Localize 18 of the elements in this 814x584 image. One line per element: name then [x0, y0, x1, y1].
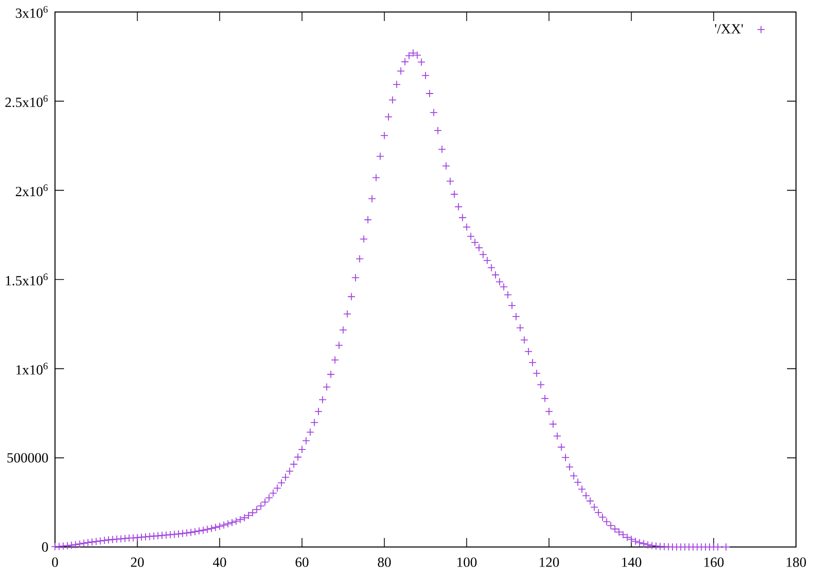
x-tick-label: 80: [378, 558, 391, 567]
x-tick-label: 160: [704, 558, 724, 567]
y-tick-label: 500000: [7, 453, 48, 463]
y-tick-label: 0: [42, 542, 48, 552]
x-tick-label: 60: [296, 558, 308, 567]
x-tick-label: 20: [130, 558, 144, 567]
x-tick-label: 120: [540, 558, 559, 567]
x-tick-label: 180: [786, 558, 806, 567]
y-tick-label: 2x10$^{6}$: [16, 184, 48, 196]
x-tick-label: 140: [622, 558, 642, 567]
x-tick-label: 100: [457, 558, 477, 567]
y-tick-label: 3x10$^{6}$: [16, 6, 48, 18]
y-tick-label: 1.5x10$^{6}$: [6, 274, 48, 286]
x-tick-label: 40: [212, 558, 226, 567]
y-tick-label: 1x10$^{6}$: [16, 362, 48, 375]
y-tick-label: 2.5x10$^{6}$: [5, 95, 48, 108]
x-tick-label: 0: [52, 558, 58, 567]
legend-label: '/XX': [715, 24, 743, 34]
